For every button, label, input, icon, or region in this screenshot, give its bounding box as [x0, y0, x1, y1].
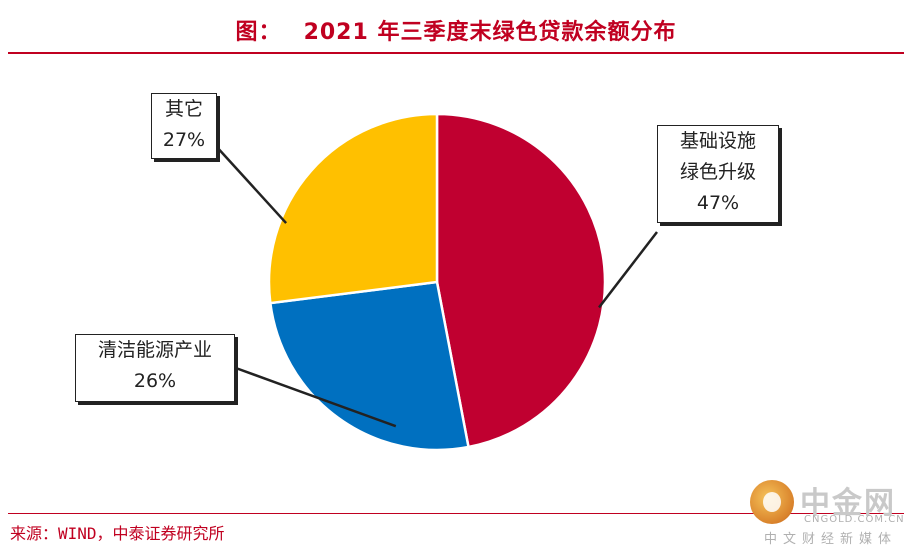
label-clean-energy: 清洁能源产业 26% [75, 334, 235, 402]
slice-infrastructure [435, 112, 607, 449]
label-other-pct: 27% [162, 129, 206, 151]
leader-infrastructure [598, 231, 658, 309]
watermark-site: CNGOLD.COM.CN [804, 514, 905, 525]
slice-clean-energy [268, 280, 470, 452]
leader-other [214, 144, 288, 224]
watermark-name: 中金网 [800, 486, 896, 521]
watermark: 中金网 CNGOLD.COM.CN 中文财经新媒体 [750, 478, 910, 548]
label-other-name: 其它 [164, 98, 203, 120]
label-other: 其它 27% [151, 93, 217, 159]
label-infrastructure-line1: 基础设施 [679, 130, 756, 152]
title-text: 2021 年三季度末绿色贷款余额分布 [303, 20, 677, 45]
label-clean-energy-pct: 26% [133, 370, 177, 392]
watermark-logo-icon [750, 480, 794, 524]
source-note: 来源：WIND，中泰证券研究所 [10, 524, 225, 543]
chart-title: 图： 2021 年三季度末绿色贷款余额分布 [0, 14, 912, 46]
watermark-tagline: 中文财经新媒体 [764, 532, 898, 547]
footer-divider [8, 513, 904, 514]
leader-clean-energy [232, 365, 397, 428]
label-clean-energy-name: 清洁能源产业 [97, 339, 212, 361]
title-divider [8, 52, 904, 54]
label-infrastructure-pct: 47% [696, 192, 740, 214]
slice-other [267, 112, 439, 305]
label-infrastructure: 基础设施 绿色升级 47% [657, 125, 779, 223]
title-prefix: 图： [235, 20, 282, 45]
label-infrastructure-line2: 绿色升级 [679, 161, 756, 183]
